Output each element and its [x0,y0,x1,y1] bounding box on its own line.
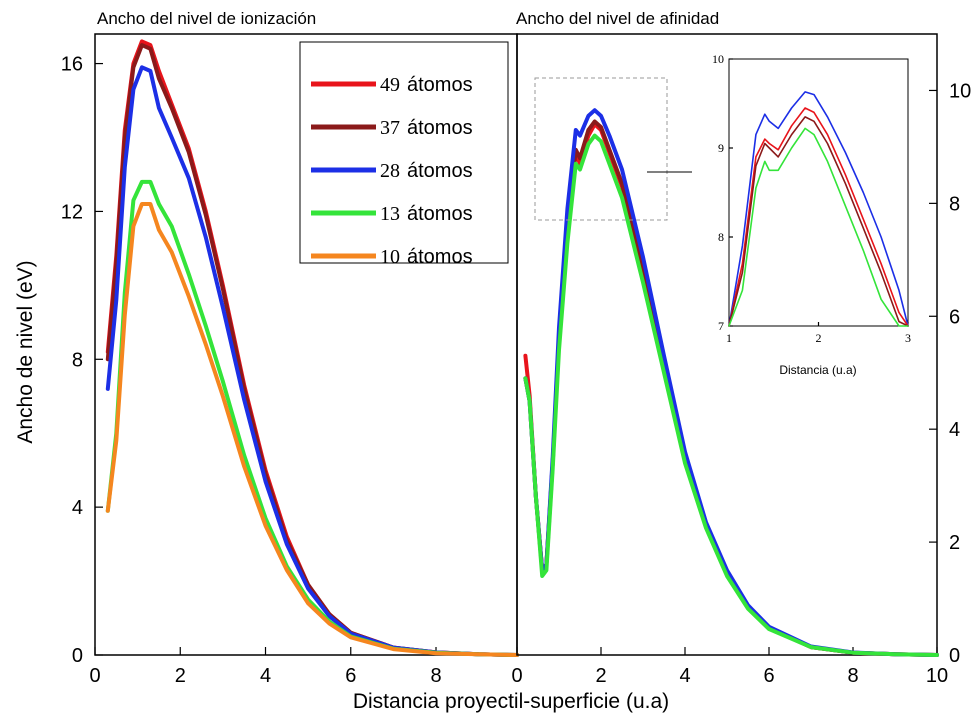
inset-series-49 [728,107,909,327]
ionization-x-tick-label: 8 [430,665,441,687]
legend-word: átomos [407,74,473,96]
affinity-y-tick-label: 4 [949,419,960,441]
affinity-y-tick-label: 8 [949,193,960,215]
inset-chart: 1 2 3 7 8 9 10 Distancia (u.a) [692,40,928,392]
ionization-ticks: 0 2 4 6 8 0 4 8 12 16 [61,54,442,687]
legend-word: átomos [407,117,473,139]
inset-x-tick-label: 3 [905,331,911,345]
affinity-plot-frame [516,33,938,656]
legend-number: 13 [380,203,400,225]
affinity-series-13 [523,133,939,657]
legend-item-37: 37 átomos [311,117,473,139]
ionization-y-tick-label: 12 [61,201,83,223]
ionization-x-tick-label: 4 [260,665,271,687]
inset-x-label: Distancia (u.a) [779,363,856,377]
legend-number: 37 [380,117,400,139]
affinity-x-tick-label: 2 [595,665,606,687]
affinity-x-tick-label: 8 [847,665,858,687]
legend-item-13: 13 átomos [311,203,473,225]
affinity-x-tick-label: 10 [926,665,948,687]
inset-y-tick-label: 8 [718,230,724,244]
inset-background [692,40,928,392]
legend-number: 10 [380,246,400,268]
affinity-y-tick-label: 10 [949,80,971,102]
affinity-x-tick-label: 0 [511,665,522,687]
right-panel-title: Ancho del nivel de afinidad [516,9,719,28]
inset-curves [728,91,909,327]
x-axis-label: Distancia proyectil-superficie (u.a) [353,690,669,713]
legend-word: átomos [407,246,473,268]
ionization-x-tick-label: 2 [175,665,186,687]
ionization-y-tick-label: 0 [72,645,83,667]
affinity-x-tick-label: 4 [679,665,690,687]
inset-x-tick-label: 2 [816,331,822,345]
legend-number: 49 [380,74,400,96]
inset-y-tick-label: 7 [718,319,724,333]
ionization-x-tick-label: 6 [345,665,356,687]
inset-x-tick-label: 1 [726,331,732,345]
inset-y-tick-label: 9 [718,141,724,155]
legend-word: átomos [407,160,473,182]
legend: 49 átomos 37 átomos 28 átomos 13 átomos 10 átomos [299,41,509,268]
ionization-curves [105,39,519,657]
inset-series-37 [728,116,909,327]
affinity-y-tick-label: 6 [949,306,960,328]
affinity-y-tick-label: 2 [949,532,960,554]
legend-item-49: 49 átomos [311,74,473,96]
ionization-y-tick-label: 4 [72,497,83,519]
ionization-x-tick-label: 0 [89,665,100,687]
ionization-panel: 0 2 4 6 8 0 4 8 12 16 [61,33,519,687]
ionization-series-10 [105,202,519,657]
legend-item-10: 10 átomos [311,246,473,268]
y-axis-label: Ancho de nivel (eV) [14,260,37,443]
left-panel-title: Ancho del nivel de ionización [97,9,316,28]
inset-ticks: 1 2 3 7 8 9 10 [712,52,911,345]
legend-number: 28 [380,160,400,182]
inset-series-28 [728,91,909,327]
legend-word: átomos [407,203,473,225]
legend-item-28: 28 átomos [311,160,473,182]
affinity-curves [523,108,939,657]
ionization-y-tick-label: 8 [72,349,83,371]
legend-box [299,41,509,264]
zoom-region-box [534,77,668,221]
affinity-y-tick-label: 0 [949,645,960,667]
affinity-x-tick-label: 6 [763,665,774,687]
inset-series-13 [728,127,909,327]
inset-y-tick-label: 10 [712,52,724,66]
ionization-y-tick-label: 16 [61,54,83,76]
